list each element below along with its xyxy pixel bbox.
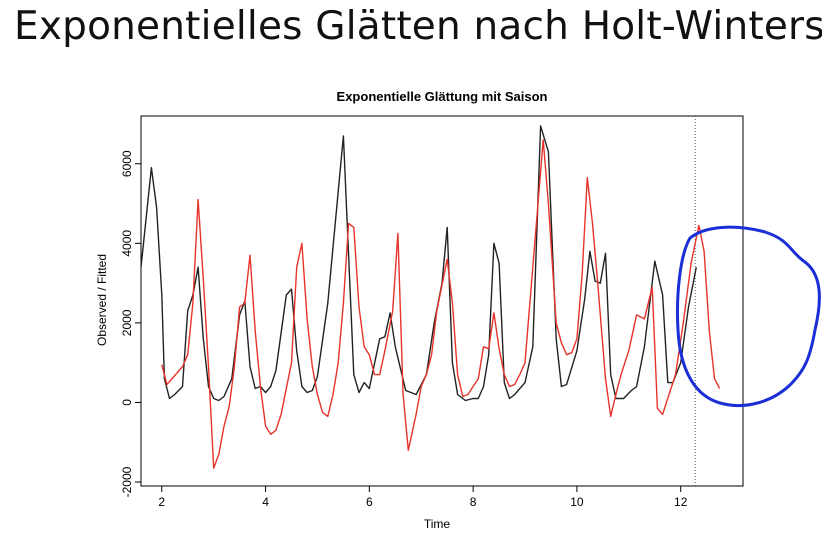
chart-title: Exponentielle Glättung mit Saison (337, 89, 548, 104)
y-tick-label: 0 (120, 399, 134, 406)
x-tick-label: 8 (470, 495, 477, 509)
x-tick-label: 12 (674, 495, 688, 509)
slide-title: Exponentielles Glätten nach Holt-Winters (14, 4, 822, 49)
y-tick-label: 2000 (120, 309, 134, 336)
y-axis-label: Observed / Fitted (95, 254, 109, 346)
x-axis-label: Time (424, 517, 451, 531)
x-tick-label: 2 (158, 495, 165, 509)
y-axis: -2000 0 2000 4000 6000 (120, 150, 141, 497)
x-tick-label: 10 (570, 495, 584, 509)
hand-drawn-circle-annotation (676, 225, 821, 408)
plot-box (140, 115, 744, 487)
y-tick-label: -2000 (120, 466, 134, 497)
fitted-series-line (161, 139, 721, 469)
observed-series-line (140, 125, 697, 402)
x-axis: 2 4 6 8 10 12 (158, 486, 688, 509)
y-tick-label: 4000 (120, 230, 134, 257)
x-tick-label: 4 (262, 495, 269, 509)
y-tick-label: 6000 (120, 150, 134, 177)
x-tick-label: 6 (366, 495, 373, 509)
series-layer (140, 125, 721, 469)
